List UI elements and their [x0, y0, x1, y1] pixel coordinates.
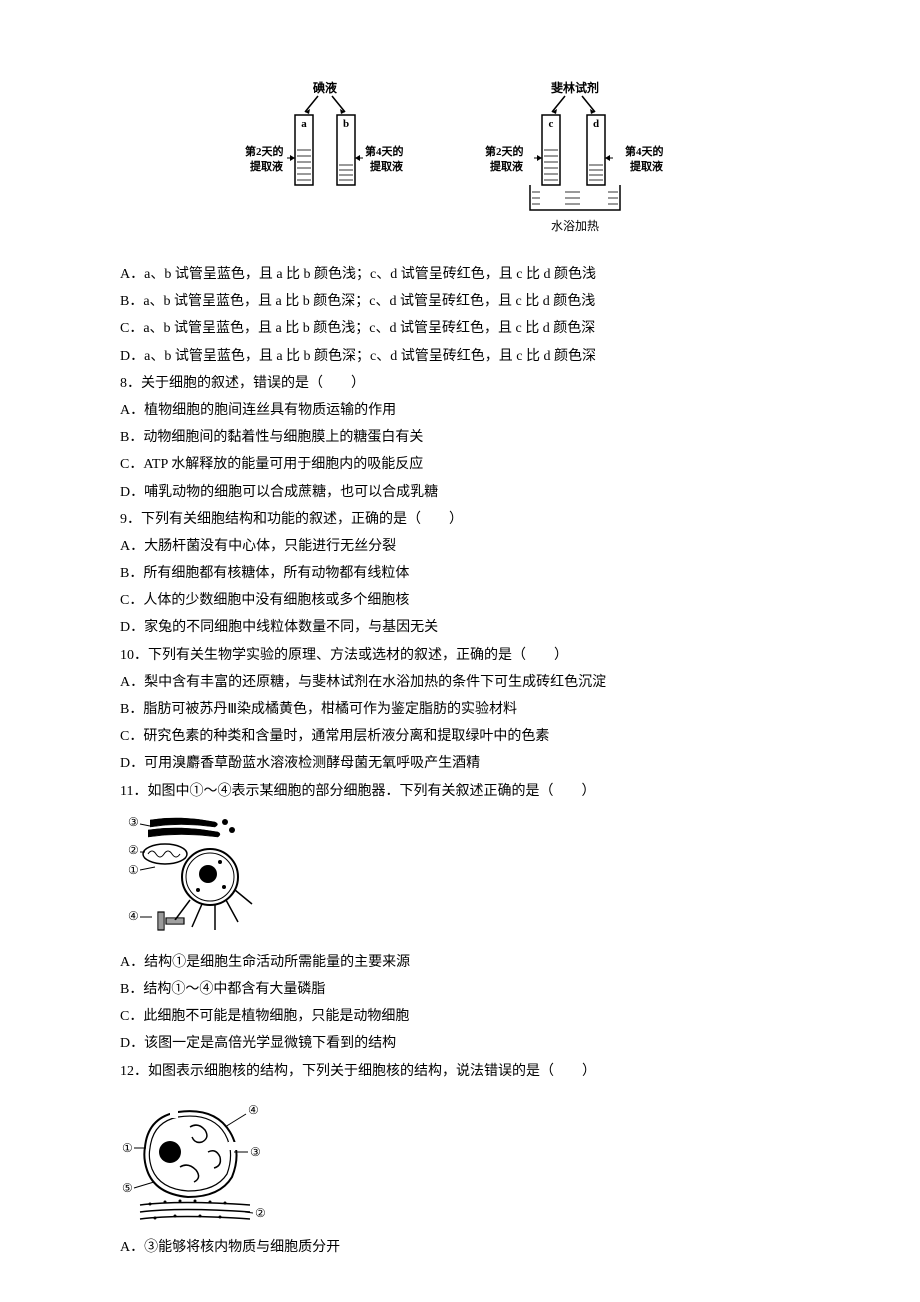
q8-stem: 8．关于细胞的叙述，错误的是（ ）	[120, 371, 800, 396]
diagram1-left-l1: 第2天的	[245, 144, 284, 158]
q11-label-4: ④	[128, 909, 139, 923]
q8-option-c: C．ATP 水解释放的能量可用于细胞内的吸能反应	[120, 452, 800, 477]
q10-option-a: A．梨中含有丰富的还原糖，与斐林试剂在水浴加热的条件下可生成砖红色沉淀	[120, 670, 800, 695]
diagram2-title: 斐林试剂	[551, 80, 599, 95]
q9-option-d: D．家兔的不同细胞中线粒体数量不同，与基因无关	[120, 615, 800, 640]
diagram2-right-l2: 提取液	[630, 159, 664, 173]
q10-option-d: D．可用溴麝香草酚蓝水溶液检测酵母菌无氧呼吸产生酒精	[120, 751, 800, 776]
q11-stem: 11．如图中①～④表示某细胞的部分细胞器．下列有关叙述正确的是（ ）	[120, 779, 800, 804]
diagram-iodine: 碘液 a b 第2天的 提取液	[240, 80, 420, 250]
q11-option-c: C．此细胞不可能是植物细胞，只能是动物细胞	[120, 1004, 800, 1029]
q11-option-b: B．结构①～④中都含有大量磷脂	[120, 977, 800, 1002]
q8-option-b: B．动物细胞间的黏着性与细胞膜上的糖蛋白有关	[120, 425, 800, 450]
q12-nucleus-diagram: ① ④ ③ ⑤ ②	[120, 1092, 270, 1227]
q11-label-3: ③	[128, 815, 139, 829]
experiment-diagrams: 碘液 a b 第2天的 提取液	[120, 80, 800, 250]
q7-option-c: C．a、b 试管呈蓝色，且 a 比 b 颜色浅；c、d 试管呈砖红色，且 c 比…	[120, 316, 800, 341]
diagram1-title: 碘液	[312, 80, 337, 95]
q8-option-d: D．哺乳动物的细胞可以合成蔗糖，也可以合成乳糖	[120, 480, 800, 505]
q7-option-d: D．a、b 试管呈蓝色，且 a 比 b 颜色深；c、d 试管呈砖红色，且 c 比…	[120, 344, 800, 369]
diagram1-left-l2: 提取液	[250, 159, 284, 173]
q11-option-d: D．该图一定是高倍光学显微镜下看到的结构	[120, 1031, 800, 1056]
q9-option-c: C．人体的少数细胞中没有细胞核或多个细胞核	[120, 588, 800, 613]
diagram2-bottom: 水浴加热	[551, 219, 599, 233]
q11-label-1: ①	[128, 863, 139, 877]
q9-option-b: B．所有细胞都有核糖体，所有动物都有线粒体	[120, 561, 800, 586]
tube-a-label: a	[301, 118, 307, 130]
q9-stem: 9．下列有关细胞结构和功能的叙述，正确的是（ ）	[120, 507, 800, 532]
q12-option-a: A．③能够将核内物质与细胞质分开	[120, 1235, 800, 1260]
q10-option-b: B．脂肪可被苏丹Ⅲ染成橘黄色，柑橘可作为鉴定脂肪的实验材料	[120, 697, 800, 722]
tube-c-label: c	[549, 118, 554, 130]
tube-b-label: b	[343, 118, 349, 130]
q11-label-2: ②	[128, 843, 139, 857]
diagram1-right-l2: 提取液	[370, 159, 404, 173]
q12-label-4: ④	[248, 1103, 259, 1117]
diagram1-right-l1: 第4天的	[365, 144, 404, 158]
q12-label-2: ②	[255, 1206, 266, 1220]
diagram2-right-l1: 第4天的	[625, 144, 664, 158]
q7-option-b: B．a、b 试管呈蓝色，且 a 比 b 颜色深；c、d 试管呈砖红色，且 c 比…	[120, 289, 800, 314]
q8-option-a: A．植物细胞的胞间连丝具有物质运输的作用	[120, 398, 800, 423]
q7-option-a: A．a、b 试管呈蓝色，且 a 比 b 颜色浅；c、d 试管呈砖红色，且 c 比…	[120, 262, 800, 287]
diagram-fehling: 斐林试剂 c d	[480, 80, 680, 250]
q12-stem: 12．如图表示细胞核的结构，下列关于细胞核的结构，说法错误的是（ ）	[120, 1059, 800, 1084]
q12-label-1: ①	[122, 1141, 133, 1155]
q9-option-a: A．大肠杆菌没有中心体，只能进行无丝分裂	[120, 534, 800, 559]
q10-option-c: C．研究色素的种类和含量时，通常用层析液分离和提取绿叶中的色素	[120, 724, 800, 749]
q11-cell-diagram: ③ ② ① ④	[120, 812, 260, 942]
q12-label-5: ⑤	[122, 1181, 133, 1195]
q11-option-a: A．结构①是细胞生命活动所需能量的主要来源	[120, 950, 800, 975]
q10-stem: 10．下列有关生物学实验的原理、方法或选材的叙述，正确的是（ ）	[120, 643, 800, 668]
diagram2-left-l2: 提取液	[490, 159, 524, 173]
q12-label-3: ③	[250, 1145, 261, 1159]
diagram2-left-l1: 第2天的	[485, 144, 524, 158]
tube-d-label: d	[593, 118, 599, 130]
